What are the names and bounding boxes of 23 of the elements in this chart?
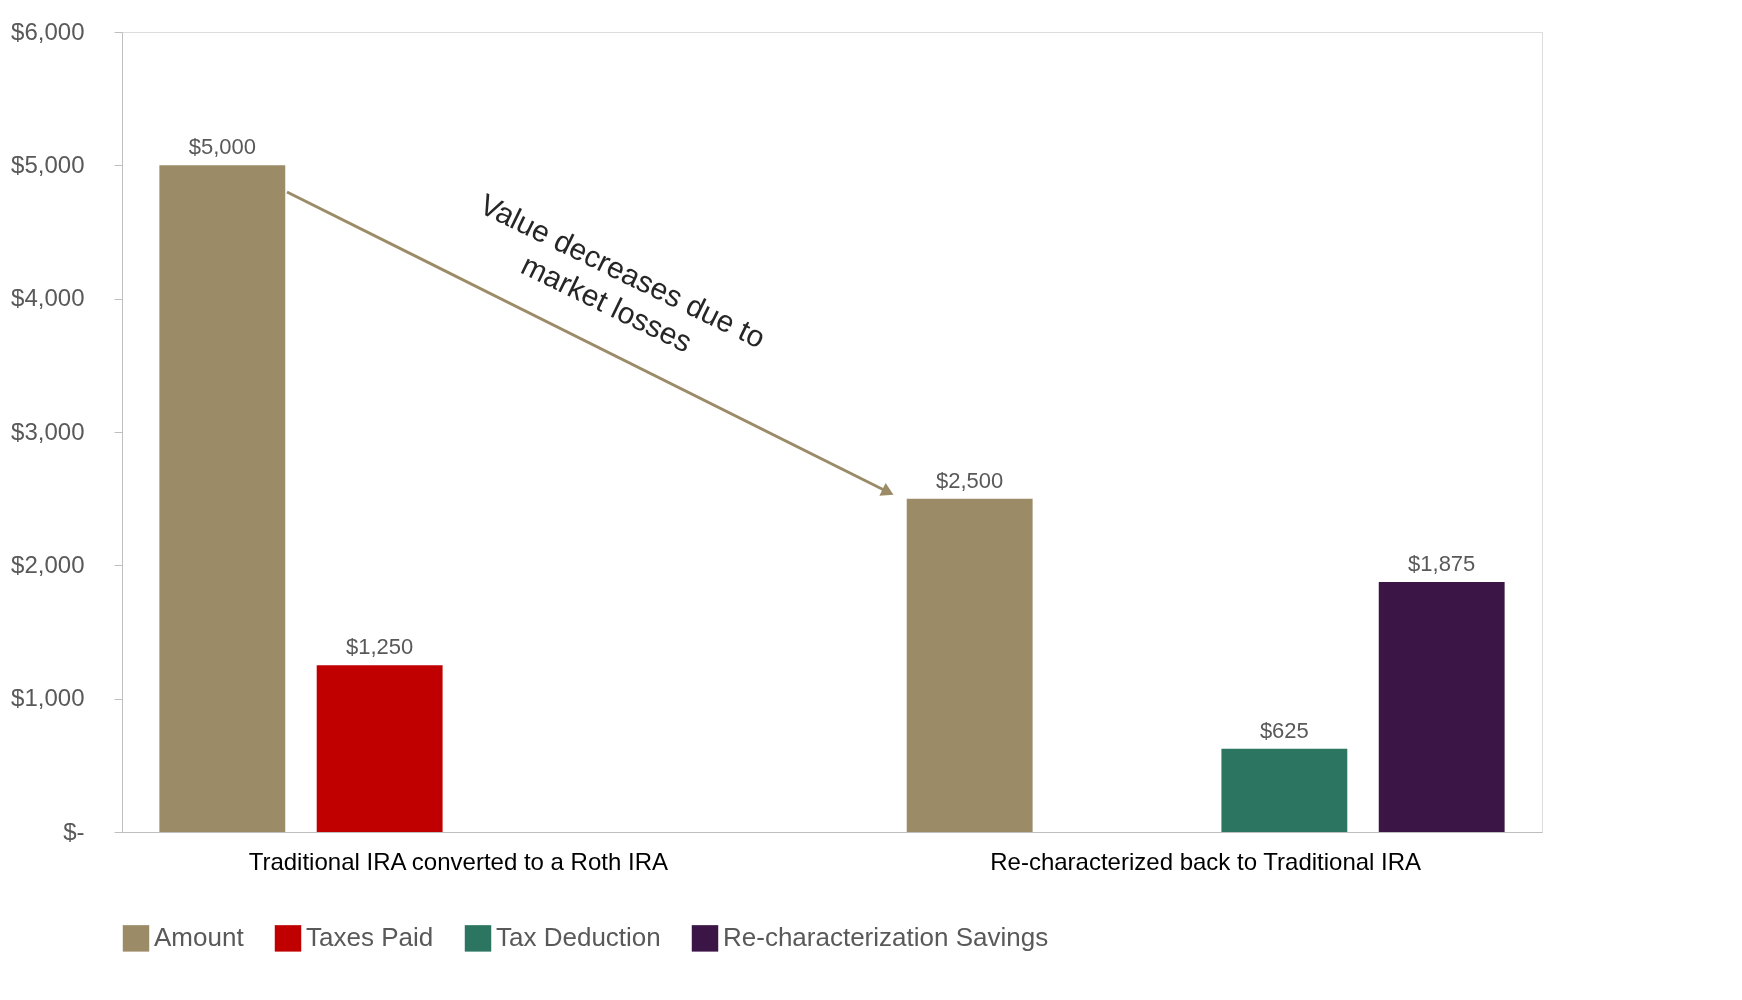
bar [316, 665, 443, 832]
data-label: $1,250 [346, 634, 414, 660]
x-tick-label: Traditional IRA converted to a Roth IRA [248, 847, 668, 875]
data-label: $2,500 [936, 467, 1004, 493]
data-label: $625 [1259, 717, 1309, 743]
legend-label: Amount [154, 922, 245, 953]
legend-label: Tax Deduction [496, 922, 661, 953]
legend-label: Taxes Paid [306, 922, 434, 953]
data-label: $1,875 [1408, 551, 1476, 576]
bar [906, 498, 1033, 832]
y-tick-label: $1,000 [11, 684, 85, 712]
bar [1378, 582, 1505, 832]
x-tick-label: Re-characterized back to Traditional IRA [990, 847, 1422, 875]
y-tick-label: $2,000 [11, 550, 85, 578]
y-tick-label: $- [63, 817, 85, 845]
bar [1221, 748, 1348, 832]
y-tick-label: $6,000 [11, 17, 85, 45]
y-tick-label: $5,000 [11, 150, 85, 178]
y-tick-label: $3,000 [11, 417, 85, 445]
legend-label: Re-characterization Savings [723, 922, 1049, 953]
bar [159, 165, 286, 832]
y-tick-label: $4,000 [11, 284, 85, 312]
data-label: $5,000 [188, 134, 256, 160]
